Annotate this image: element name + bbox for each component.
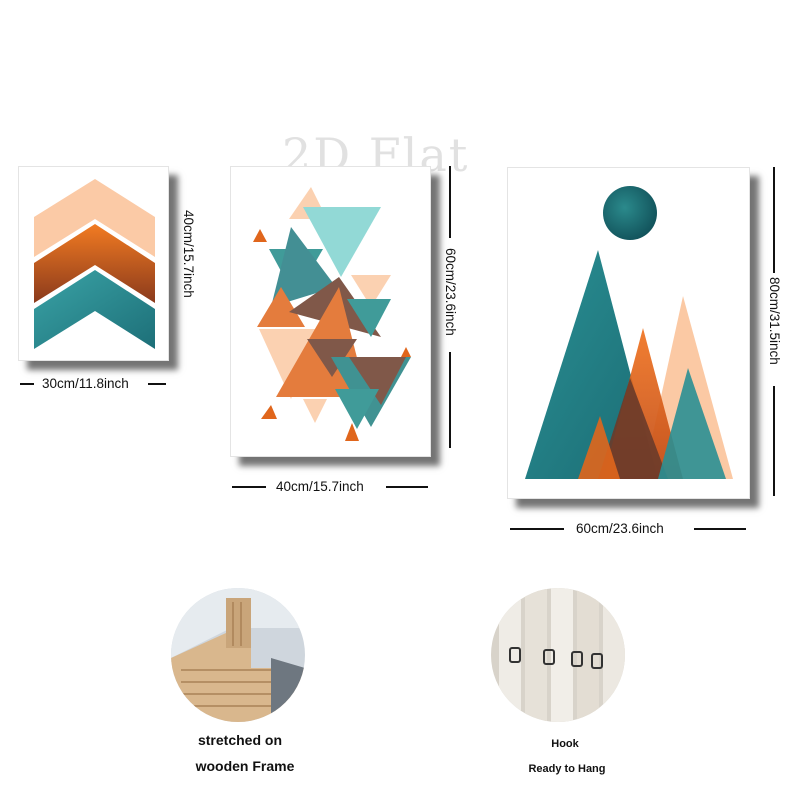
panel3-height-line-top [773,167,775,273]
panel2-width-label: 40cm/15.7inch [276,479,364,494]
frame-caption-line2: wooden Frame [195,758,295,774]
tri-teal-right [347,299,391,337]
panel1-height-label: 40cm/15.7inch [181,210,196,298]
tri-orange-small-2 [261,405,277,419]
panel3-width-label: 60cm/23.6inch [576,521,664,536]
panel3-width-line-right [694,528,746,530]
panel1-width-line-left [20,383,34,385]
tri-orange-left [257,287,305,327]
mountains-artwork [525,186,733,479]
canvas-small-chevrons [18,166,169,361]
mountain-orange-small [578,416,620,479]
tri-orange-small-1 [253,229,267,242]
hook-photo [491,588,625,722]
sun-circle [603,186,657,240]
chevron-peach [34,179,155,257]
panel3-height-label: 80cm/31.5inch [767,277,782,365]
panel2-height-label: 60cm/23.6inch [443,248,458,336]
mountain-teal-right [658,368,726,479]
tri-teal-bottom [335,389,379,429]
panel3-width-line-left [510,528,564,530]
panel1-width-label: 30cm/11.8inch [42,376,129,391]
panel1-width-line-right [148,383,166,385]
tri-orange-small-3 [345,423,359,441]
tri-mint-top [303,207,381,277]
panel3-height-line-bottom [773,386,775,496]
tri-peach-bottom [303,399,327,423]
panel2-width-line-right [386,486,428,488]
chevron-teal [34,270,155,349]
tri-teal-mid [271,227,336,307]
chevron-artwork [34,179,155,349]
tri-peach-mid [351,275,391,307]
panel2-width-line-left [232,486,266,488]
mountain-brown [598,378,668,479]
tri-brown-right [349,357,406,405]
panel2-height-line-bottom [449,352,451,448]
canvas-medium-triangles [230,166,431,457]
canvas-large-mountains [507,167,750,499]
panel2-height-line-top [449,166,451,238]
triangles-artwork [253,187,411,441]
frame-caption-line1: stretched on [197,732,282,748]
wooden-frame-photo [171,588,305,722]
tri-orange-small-4 [401,347,411,357]
hook-caption-line2: Ready to Hang [528,763,606,775]
chevron-orange [34,224,155,303]
hook-caption-line1: Hook [551,738,579,750]
